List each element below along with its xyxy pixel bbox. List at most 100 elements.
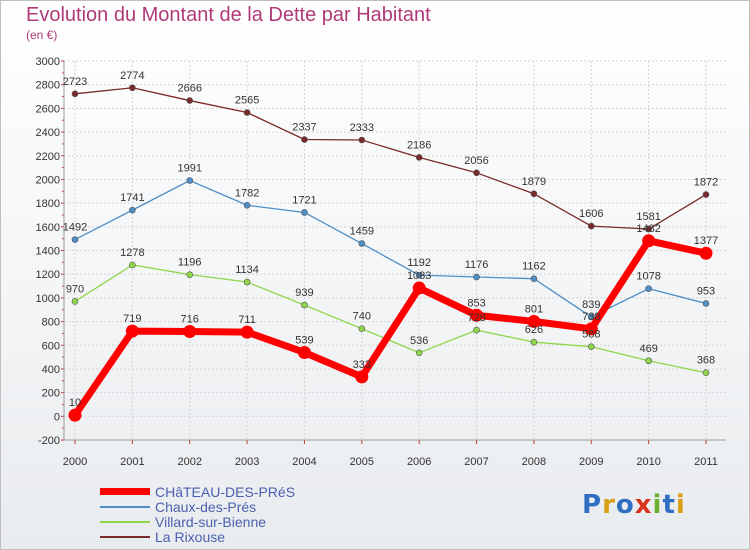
data-label: 1492 [63,222,87,234]
data-point [645,285,652,292]
data-label: 711 [238,314,256,326]
data-point [587,313,595,321]
x-tick-label: 2002 [177,456,201,468]
legend-swatch [100,520,150,523]
data-label: 1162 [522,261,546,273]
x-tick-label: 2007 [464,456,488,468]
y-tick-label: 2600 [36,103,60,115]
y-tick-label: 2000 [36,174,60,186]
data-label: 839 [582,299,600,311]
data-label: 1377 [694,235,718,247]
y-tick-label: 1000 [36,293,60,305]
data-point [129,206,136,214]
data-label: 2774 [120,70,144,82]
legend: CHâTEAU-DES-PRéS Chaux-des-Prés Villard-su… [100,483,296,545]
data-label: 333 [353,359,371,371]
legend-label: La Rixouse [155,528,226,545]
data-point [587,222,595,230]
data-point [645,225,652,233]
legend-label: Chaux-des-Prés [155,498,257,515]
axis-layer: -200 0 200 400 600 800 1000 1200 1400 1600 1800 200… [36,56,726,468]
data-point [470,308,484,322]
data-label: 2666 [177,83,201,95]
legend-swatch [100,535,150,538]
logo-letter: i [675,490,686,520]
data-label: 469 [639,343,657,355]
x-tick-label: 2009 [579,456,603,468]
logo-letter: o [615,490,635,520]
data-point [584,322,598,336]
data-label: 1741 [120,192,144,204]
data-point [473,169,480,177]
logo-letter: P [582,490,603,520]
data-label: 1176 [465,259,489,271]
data-point [129,261,136,269]
data-point [412,281,426,295]
data-point [642,234,656,248]
data-label: 368 [697,355,715,367]
data-label: 1278 [120,247,144,259]
y-tick-label: 800 [42,317,60,329]
logo-letter: i [652,490,663,520]
data-label: 1782 [235,187,259,199]
data-label: 1078 [636,271,660,283]
data-label: 740 [353,311,371,323]
data-point [71,298,79,305]
data-label: 1459 [350,226,374,238]
logo-letter: r [602,490,616,520]
data-point [68,408,82,422]
data-label: 1196 [178,257,202,269]
legend-label: CHâTEAU-DES-PRéS [155,483,296,500]
legend-swatch [100,505,150,508]
data-point [186,271,194,278]
data-label: 536 [410,335,428,347]
data-label: 1606 [579,208,603,220]
data-point [358,136,366,144]
legend-item: Villard-sur-Bienne [100,514,295,530]
data-label: 738 [582,311,600,323]
data-point [240,325,254,339]
data-point [415,271,423,279]
y-tick-label: 0 [54,411,60,423]
x-tick-label: 2003 [235,456,259,468]
y-tick-label: 1800 [36,198,60,210]
data-label: 1192 [407,257,431,269]
y-tick-label: 2400 [36,127,60,139]
data-point [527,314,541,328]
y-tick-label: 1400 [36,246,60,258]
data-point [355,370,369,384]
data-label: 588 [582,329,600,341]
chart-title: Evolution du Montant de la Dette par Hab… [26,4,431,26]
y-tick-label: -200 [38,435,60,447]
x-tick-label: 2005 [350,456,374,468]
data-point [358,240,366,247]
data-point [473,326,480,334]
data-label: 2333 [350,122,374,134]
legend-item: Chaux-des-Prés [100,498,295,515]
data-label: 1083 [407,270,431,282]
data-point [183,325,197,339]
data-point [243,278,251,286]
data-point [587,343,595,350]
x-tick-label: 2000 [63,456,87,468]
data-point [301,136,308,143]
data-label: 1872 [694,177,718,189]
data-point [702,191,710,198]
data-label: 1134 [235,264,259,276]
y-tick-label: 2800 [36,80,60,92]
x-tick-label: 2010 [636,456,660,468]
data-point [415,154,423,161]
y-tick-label: 400 [42,364,60,376]
legend-item: CHâTEAU-DES-PRéS [100,483,296,500]
data-point [358,325,366,332]
chart-unit-label: (en €) [26,28,58,42]
x-tick-label: 2006 [407,456,431,468]
data-label-layer: 10 719 716 711 539 333 1083 853 801 738 1482 1377 14… [63,70,718,409]
data-point [301,301,308,309]
x-tick-label: 2011 [694,456,718,468]
data-label: 970 [66,283,84,295]
data-point [702,369,710,377]
data-point [530,275,538,282]
data-label: 1482 [636,223,660,235]
grid-layer [64,60,726,441]
